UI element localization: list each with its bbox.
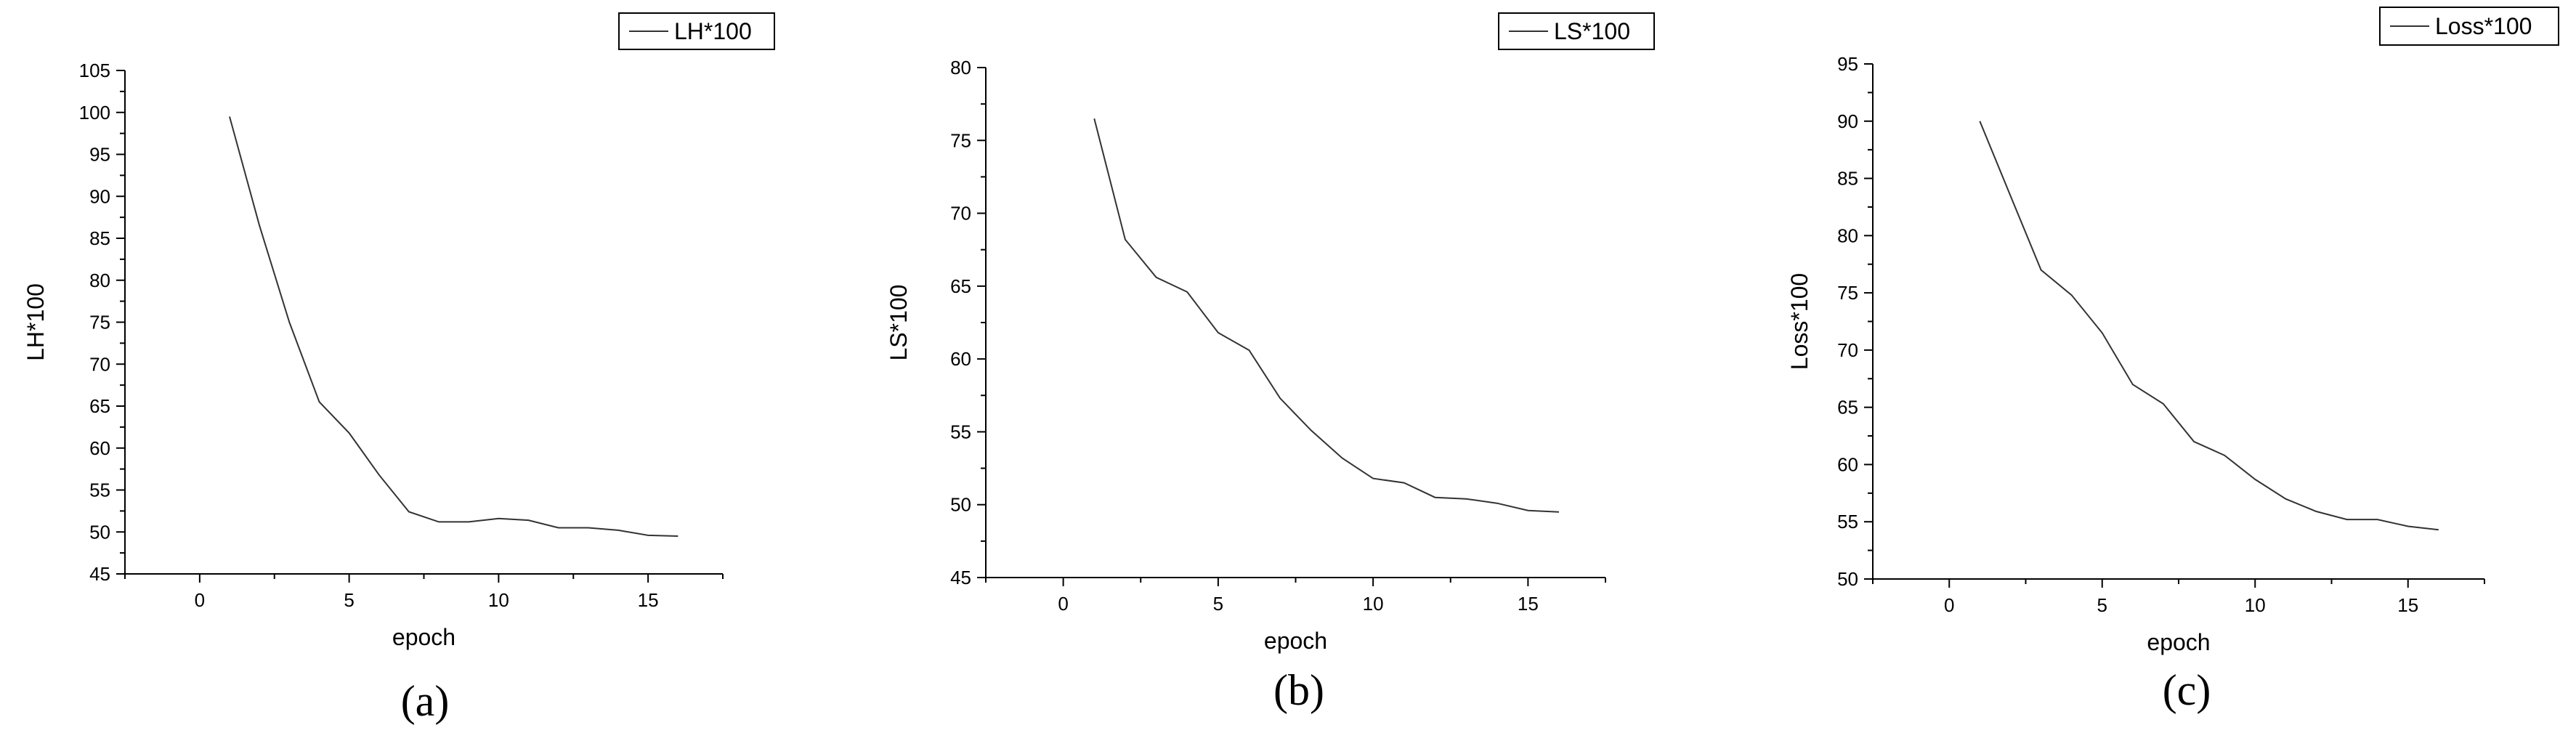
y-tick-label: 95 — [1837, 53, 1858, 75]
series-line — [1093, 118, 1560, 513]
chart-panel-c: 50 55 60 65 70 75 80 85 90 95 0 5 10 15 epoch Loss*100 L… — [1786, 7, 2559, 714]
x-tick-label: 10 — [1363, 593, 1384, 615]
x-tick-label: 15 — [2397, 594, 2418, 616]
legend-label: LS*100 — [1554, 18, 1630, 44]
x-axis-title: epoch — [392, 624, 455, 650]
y-tick-label: 95 — [89, 144, 110, 166]
y-tick-label: 50 — [1837, 568, 1858, 590]
y-tick-label: 55 — [950, 421, 971, 442]
y-tick-label: 45 — [89, 563, 110, 585]
legend-label: LH*100 — [674, 18, 752, 44]
x-tick-label: 10 — [2245, 594, 2266, 616]
y-tick-label: 80 — [89, 270, 110, 291]
y-tick-label: 60 — [950, 348, 971, 370]
y-tick-label: 90 — [1837, 110, 1858, 132]
y-tick-label: 55 — [89, 479, 110, 501]
panel-caption: (c) — [2163, 666, 2211, 714]
x-tick-label: 5 — [1213, 593, 1223, 615]
legend-label: Loss*100 — [2435, 13, 2532, 39]
y-tick-label: 85 — [1837, 168, 1858, 190]
y-axis-title: LS*100 — [886, 285, 912, 361]
y-tick-label: 45 — [950, 567, 971, 588]
y-axis-title: LH*100 — [23, 283, 49, 361]
panel-caption: (b) — [1273, 666, 1324, 714]
y-tick-label: 70 — [89, 353, 110, 375]
x-tick-label: 10 — [488, 589, 509, 611]
y-tick-label: 100 — [79, 102, 110, 123]
y-tick-label: 65 — [1837, 397, 1858, 418]
x-tick-label: 15 — [638, 589, 659, 611]
chart-panel-a: 45 50 55 60 65 70 75 80 85 90 95 100 105 0 5 10 15 epoch L… — [23, 12, 775, 725]
series-line — [1979, 121, 2439, 531]
y-tick-label: 105 — [79, 60, 110, 81]
y-tick-label: 85 — [89, 227, 110, 249]
x-axis-title: epoch — [1264, 628, 1327, 654]
y-tick-label: 50 — [89, 521, 110, 543]
x-tick-label: 5 — [2097, 594, 2107, 616]
y-tick-label: 65 — [89, 395, 110, 417]
y-tick-label: 90 — [89, 185, 110, 207]
y-tick-label: 55 — [1837, 511, 1858, 532]
y-tick-label: 60 — [89, 437, 110, 459]
x-axis-title: epoch — [2147, 629, 2210, 655]
series-line — [229, 116, 679, 537]
y-tick-label: 80 — [1837, 224, 1858, 246]
chart-panel-b: 45 50 55 60 65 70 75 80 0 5 10 15 epoch LS*100 LS*100 (… — [886, 12, 1655, 714]
x-tick-label: 0 — [1944, 594, 1954, 616]
y-tick-label: 65 — [950, 275, 971, 297]
y-tick-label: 75 — [1837, 282, 1858, 304]
y-tick-label: 50 — [950, 494, 971, 516]
y-tick-label: 75 — [950, 129, 971, 151]
y-tick-label: 75 — [89, 312, 110, 333]
x-tick-label: 5 — [344, 589, 354, 611]
y-tick-label: 60 — [1837, 453, 1858, 475]
x-tick-label: 0 — [1058, 593, 1068, 615]
x-tick-label: 0 — [195, 589, 205, 611]
y-tick-label: 70 — [950, 203, 971, 224]
y-tick-label: 70 — [1837, 339, 1858, 361]
y-axis-title: Loss*100 — [1786, 273, 1812, 370]
x-tick-label: 15 — [1518, 593, 1539, 615]
panel-caption: (a) — [401, 677, 450, 725]
y-tick-label: 80 — [950, 57, 971, 78]
